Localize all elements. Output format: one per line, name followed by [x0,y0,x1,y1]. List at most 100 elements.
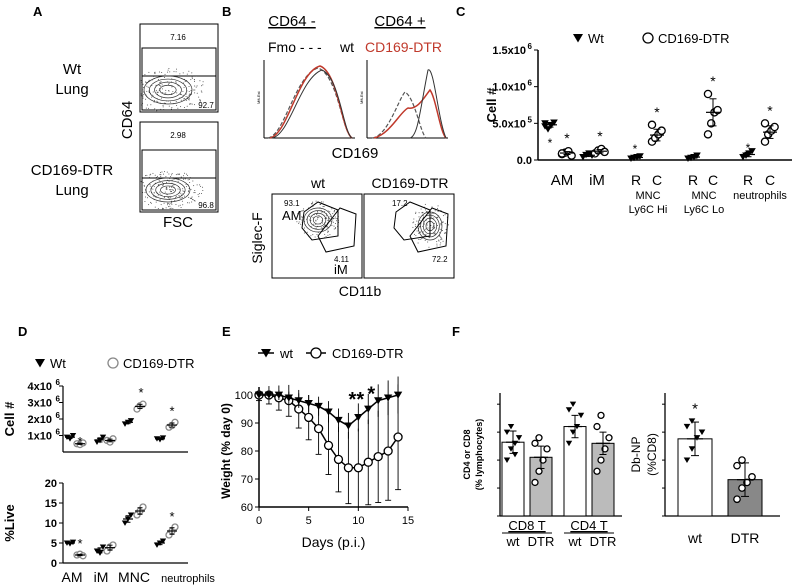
flow-event-dot [169,205,171,207]
flow-event-dot [196,92,198,94]
panel-d-top-ytick-label: 3x10 [28,398,52,410]
panel-b-hist-pos-fmo [371,91,427,139]
panel-f-right-point [698,429,706,436]
flow-event-dot [155,89,157,91]
flow-event-dot [153,192,155,194]
flow-event-dot [173,178,175,180]
flow-event-dot [440,237,442,239]
panel-a-bot-label-2: Lung [55,182,88,199]
flow-event-dot [159,172,161,174]
panel-c-ytick-label: 1.5x10 [492,45,526,57]
panel-e-point-wt [284,394,293,402]
panel-a-top-density [140,67,204,112]
flow-event-dot [438,239,440,241]
panel-f-right-point [683,423,691,430]
flow-event-dot [141,200,143,202]
flow-event-dot [428,237,430,239]
flow-event-dot [171,86,173,88]
panel-e-point-wt [264,391,274,399]
flow-event-dot [440,239,442,241]
panel-f-left-ylabel-1: CD4 or CD8 [462,429,472,479]
flow-event-dot [159,191,161,193]
panel-d-top-point-wt [99,434,107,441]
panel-f-left-point [565,407,573,413]
panel-e-point-wt [254,391,264,399]
flow-event-dot [180,192,182,194]
panel-d-bot-point-wt [99,544,107,550]
flow-event-dot [177,173,179,175]
flow-event-dot [183,98,185,100]
flow-event-dot [183,178,185,180]
panel-e-point-wt [393,391,403,399]
panel-c-asterisk: * [746,141,751,155]
flow-event-dot [154,73,156,75]
panel-d-asterisk: * [169,509,174,524]
flow-event-dot [424,209,426,211]
flow-event-dot [143,91,145,93]
flow-event-dot [201,91,203,93]
flow-event-dot [142,86,144,88]
panel-f-left-point [593,422,601,431]
flow-event-dot [297,213,299,215]
panel-f-right-point [738,484,746,492]
flow-event-dot [315,220,317,222]
flow-event-dot [152,195,154,197]
flow-event-dot [175,81,177,83]
flow-event-dot [144,200,146,202]
flow-contour [148,78,188,102]
panel-d-legend-dtr-marker [107,357,119,369]
flow-event-dot [315,219,317,221]
flow-event-dot [177,85,179,87]
panel-d-bot-point-wt [127,512,135,518]
flow-event-dot [164,76,166,78]
flow-event-dot [437,207,439,209]
panel-b-hdr-neg: CD64 - [268,13,316,30]
flow-event-dot [157,194,159,196]
panel-d-bot-ytick-label: 0 [51,558,57,570]
flow-event-dot [171,108,173,110]
flow-event-dot [316,214,318,216]
panel-e-legend-wt: wt [279,346,293,361]
flow-event-dot [333,225,335,227]
flow-event-dot [431,215,433,217]
panel-c-ytick-label: 0.0 [517,155,532,167]
panel-b-hist-pos-dtr [373,88,447,139]
flow-event-dot [440,242,442,244]
flow-event-dot [140,80,142,82]
panel-c-point-dtr [760,119,770,128]
flow-event-dot [176,195,178,197]
panel-c-ytick-exp: 6 [528,79,533,88]
panel-e-point-dtr [343,463,354,473]
flow-event-dot [160,174,162,176]
flow-event-dot [145,196,147,198]
flow-event-dot [164,92,166,94]
flow-event-dot [427,227,429,229]
panel-a-bot-density [140,171,204,210]
flow-event-dot [161,182,163,184]
panel-b-dot-wt: AM 93.1 4.11 iM [271,193,363,279]
flow-event-dot [165,186,167,188]
panel-f-left-point [507,423,515,430]
flow-event-dot [171,179,173,181]
flow-event-dot [194,89,196,91]
flow-event-dot [425,228,427,230]
flow-event-dot [148,177,150,179]
flow-contour [303,207,333,233]
flow-event-dot [154,174,156,176]
panel-c-point-dtr [600,147,609,157]
flow-event-dot [168,105,170,107]
flow-event-dot [155,201,157,203]
flow-event-dot [176,92,178,94]
flow-event-dot [143,94,145,96]
panel-f-left-xlabel: DTR [528,534,555,549]
panel-e-point-wt [374,397,383,405]
flow-event-dot [185,96,187,98]
flow-event-dot [152,91,154,93]
flow-event-dot [156,91,158,93]
flow-event-dot [161,171,163,173]
flow-event-dot [159,181,161,183]
flow-event-dot [157,79,159,81]
flow-event-dot [146,85,148,87]
flow-event-dot [301,210,303,212]
flow-event-dot [310,203,312,205]
